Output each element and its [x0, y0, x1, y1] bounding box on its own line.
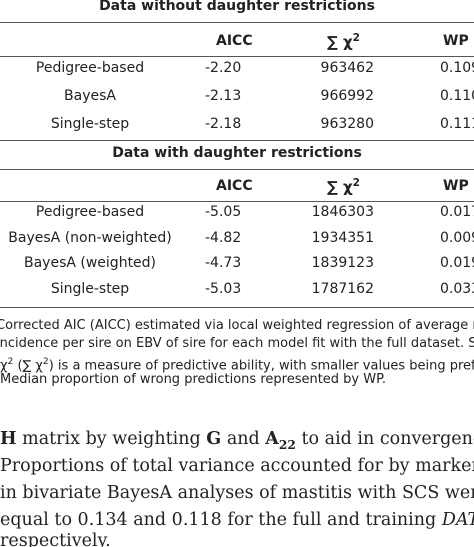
text: to aid in convergence. — [301, 429, 474, 449]
text: 22 — [278, 436, 296, 452]
sup: 2 — [42, 357, 49, 367]
wp-value: 0.110 — [440, 88, 474, 104]
row-label: Pedigree-based — [35, 60, 145, 76]
header-wp: WP — [443, 178, 469, 194]
chi: ∑ χ — [327, 33, 353, 51]
header-chi: ∑ χ2 — [327, 175, 360, 195]
row-label: BayesA (weighted) — [23, 255, 157, 271]
row-label: Pedigree-based — [35, 204, 145, 220]
text: ) is a measure of predictive ability, wi… — [48, 358, 474, 374]
aicc-value: -2.18 — [205, 116, 242, 132]
wp-value: 0.019 — [440, 255, 474, 271]
header-aicc: AICC — [216, 33, 253, 49]
paragraph-line: in bivariate BayesA analyses of mastitis… — [0, 483, 474, 503]
text: A — [265, 429, 279, 449]
chi-value: 1839123 — [311, 255, 374, 271]
paragraph-line: respectively. — [0, 531, 111, 547]
chi: ∑ χ — [327, 178, 353, 196]
sup: 2 — [7, 357, 14, 367]
text: respectively. — [0, 531, 111, 547]
paragraph-line: H matrix by weighting G and A22 to aid i… — [0, 429, 474, 455]
rule — [0, 140, 474, 141]
text: in bivariate BayesA analyses of mastitis… — [0, 483, 474, 503]
aicc-value: -5.05 — [205, 204, 242, 220]
text: (∑ χ — [13, 358, 43, 374]
text: incidence per sire on EBV of sire for ea… — [0, 336, 474, 351]
chi-value: 1934351 — [311, 229, 374, 246]
paragraph-line: Proportions of total variance accounted … — [0, 456, 474, 476]
text: equal to 0.134 and 0.118 for the full an… — [0, 510, 442, 530]
footnote-line: incidence per sire on EBV of sire for ea… — [0, 336, 474, 352]
wp-value: 0.111 — [440, 116, 474, 132]
aicc-value: -2.20 — [205, 60, 242, 76]
text: G — [206, 429, 222, 449]
footnote-line: Median proportion of wrong predictions r… — [0, 372, 386, 388]
paragraph-line: equal to 0.134 and 0.118 for the full an… — [0, 510, 474, 536]
row-label: Single-step — [50, 280, 130, 297]
chi-value: 963280 — [320, 116, 374, 132]
chi-value: 1787162 — [311, 280, 374, 297]
header-aicc: AICC — [216, 178, 253, 194]
header-chi: ∑ χ2 — [327, 30, 360, 50]
header-wp: WP — [443, 33, 469, 49]
wp-value: 0.017 — [440, 204, 474, 220]
text: Median proportion of wrong predictions r… — [0, 372, 387, 387]
sup: 2 — [352, 32, 360, 44]
row-label: BayesA (non-weighted) — [8, 229, 172, 246]
text: and — [221, 429, 266, 449]
table-title: Data without daughter restrictions — [99, 0, 375, 14]
wp-value: 0.109 — [440, 60, 474, 76]
text: H — [0, 429, 17, 449]
chi-value: 963462 — [320, 60, 374, 76]
text: Proportions of total variance accounted … — [0, 456, 474, 476]
sup: 2 — [352, 177, 360, 189]
aicc-value: -4.73 — [205, 255, 242, 271]
table-title: Data with daughter restrictions — [112, 145, 362, 161]
wp-value: 0.009 — [440, 229, 474, 246]
rule — [0, 22, 474, 23]
rule — [0, 307, 474, 308]
footnote-line: Corrected AIC (AICC) estimated via local… — [0, 318, 474, 334]
rule — [0, 56, 474, 57]
rule — [0, 201, 474, 202]
aicc-value: -4.82 — [205, 229, 242, 246]
text: Corrected AIC (AICC) estimated via local… — [0, 318, 474, 333]
wp-value: 0.033 — [440, 280, 474, 297]
chi-value: 1846303 — [311, 204, 374, 220]
text: χ — [0, 358, 8, 374]
text: matrix by weighting — [16, 429, 207, 449]
rule — [0, 169, 474, 170]
footnote-line: χ2 (∑ χ2) is a measure of predictive abi… — [0, 354, 474, 374]
row-label: Single-step — [50, 116, 130, 132]
aicc-value: -5.03 — [205, 280, 242, 297]
chi-value: 966992 — [320, 88, 374, 104]
row-label: BayesA — [64, 88, 116, 104]
text: DATA — [441, 510, 474, 530]
aicc-value: -2.13 — [205, 88, 242, 104]
